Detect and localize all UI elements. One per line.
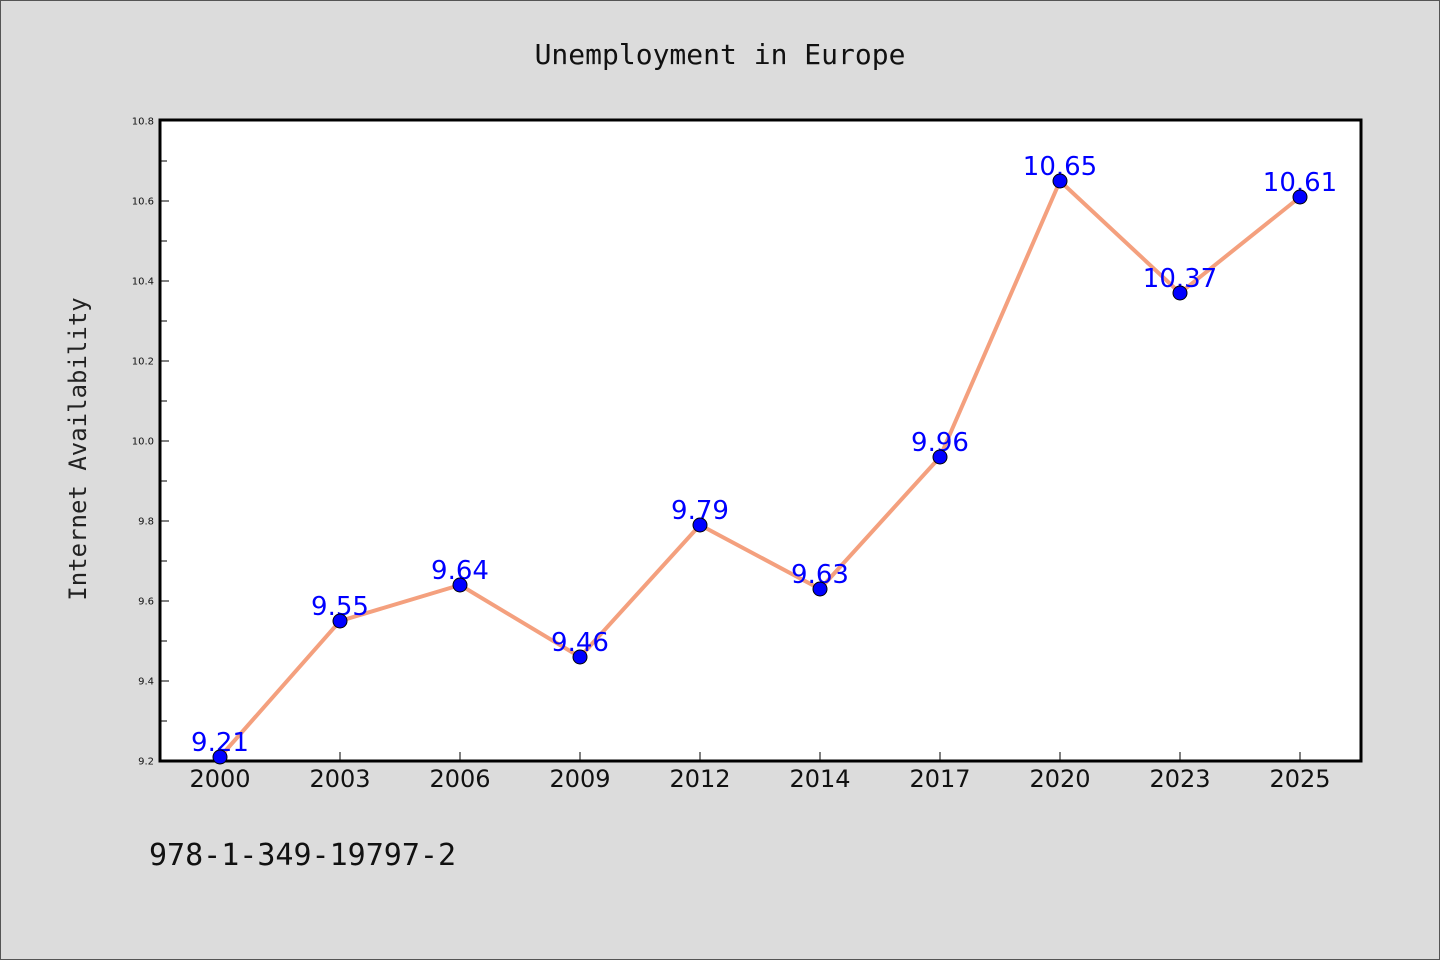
y-axis-label: Internet Availability [64,297,92,600]
y-tick-label: 9.2 [138,757,154,768]
data-point [812,581,828,597]
x-tick-label: 2023 [1149,765,1210,793]
data-point [1052,173,1068,189]
y-tick-label: 9.6 [138,597,154,608]
x-tick-label: 2020 [1029,765,1090,793]
data-point [572,649,588,665]
x-tick-label: 2017 [909,765,970,793]
data-point [332,613,348,629]
y-tick-label: 9.8 [138,517,154,528]
data-point [1172,285,1188,301]
x-tick-label: 2003 [309,765,370,793]
chart-title: Unemployment in Europe [535,38,906,71]
data-point [1292,189,1308,205]
y-tick-label: 9.4 [138,677,154,688]
x-axis: 2000 2003 2006 2009 2012 2014 2017 2020 2023 2025 [189,752,1331,793]
data-point [212,749,228,765]
y-axis: 9.2 9.4 9.6 9.8 10.0 10.2 10.4 10.6 10.8 [132,117,169,768]
y-tick-label: 10.0 [132,437,154,448]
data-labels: 9.219.559.649.469.799.639.9610.6510.3710… [191,152,1337,758]
plot-area [158,118,1363,763]
data-point [692,517,708,533]
x-tick-label: 2025 [1269,765,1330,793]
y-tick-label: 10.4 [132,277,154,288]
x-tick-label: 2000 [189,765,250,793]
x-tick-label: 2006 [429,765,490,793]
data-markers [212,173,1308,765]
x-tick-label: 2014 [789,765,850,793]
x-tick-label: 2009 [549,765,610,793]
data-point [932,449,948,465]
isbn-footnote: 978-1-349-19797-2 [149,838,456,873]
y-tick-label: 10.6 [132,197,154,208]
series-line [218,179,1302,759]
y-tick-label: 10.2 [132,357,154,368]
data-point [452,577,468,593]
y-tick-label: 10.8 [132,117,154,128]
x-tick-label: 2012 [669,765,730,793]
